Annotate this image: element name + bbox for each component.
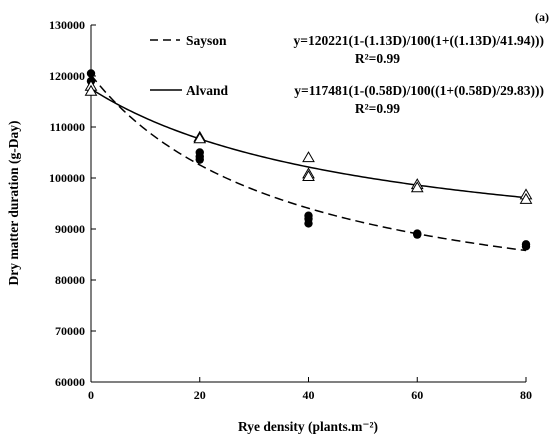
point-sayson (86, 69, 96, 78)
y-tick-label: 80000 (55, 273, 85, 287)
point-alvand (519, 192, 533, 204)
point-alvand (410, 181, 424, 193)
legend-sayson-name: Sayson (186, 33, 227, 48)
y-tick-label: 130000 (49, 18, 85, 32)
legend: Sayson y=120221(1-(1.13D)/100(1+((1.13D)… (150, 33, 544, 116)
y-tick-label: 70000 (55, 324, 85, 338)
data-points (84, 69, 533, 251)
x-ticks: 0 20 40 60 80 (88, 377, 532, 402)
point-alvand (302, 151, 315, 163)
y-tick-label: 120000 (49, 69, 85, 83)
panel-label: (a) (535, 10, 549, 24)
x-tick-label: 40 (303, 388, 315, 402)
fit-lines (90, 74, 527, 252)
y-tick-label: 110000 (50, 120, 85, 134)
y-axis-label: Dry matter duration (g-Day) (6, 120, 21, 285)
y-tick-label: 90000 (55, 222, 85, 236)
point-alvand (84, 84, 98, 96)
y-tick-label: 60000 (55, 375, 85, 389)
axes (90, 25, 526, 383)
point-alvand (302, 169, 315, 181)
x-tick-label: 20 (194, 388, 206, 402)
point-sayson (413, 230, 422, 239)
x-tick-label: 80 (520, 388, 532, 402)
x-tick-label: 60 (411, 388, 423, 402)
point-alvand (193, 132, 207, 144)
legend-alvand-equation: y=117481(1-(0.58D)/100((1+(0.58D)/29.83)… (294, 83, 544, 98)
y-ticks: 60000 70000 80000 90000 100000 110000 120000 13… (49, 18, 96, 389)
legend-sayson-equation: y=120221(1-(1.13D)/100(1+((1.13D)/41.94)… (294, 33, 544, 48)
fit-line-alvand (90, 88, 527, 199)
fit-line-sayson (90, 74, 527, 252)
legend-alvand-name: Alvand (186, 83, 229, 98)
x-tick-label: 0 (88, 388, 94, 402)
y-tick-label: 100000 (49, 171, 85, 185)
point-sayson (304, 219, 313, 228)
point-sayson (195, 155, 204, 164)
x-axis-label: Rye density (plants.m⁻²) (238, 419, 378, 434)
legend-alvand-r2: R²=0.99 (355, 101, 400, 116)
point-sayson (521, 242, 531, 251)
legend-sayson-r2: R²=0.99 (355, 51, 400, 66)
